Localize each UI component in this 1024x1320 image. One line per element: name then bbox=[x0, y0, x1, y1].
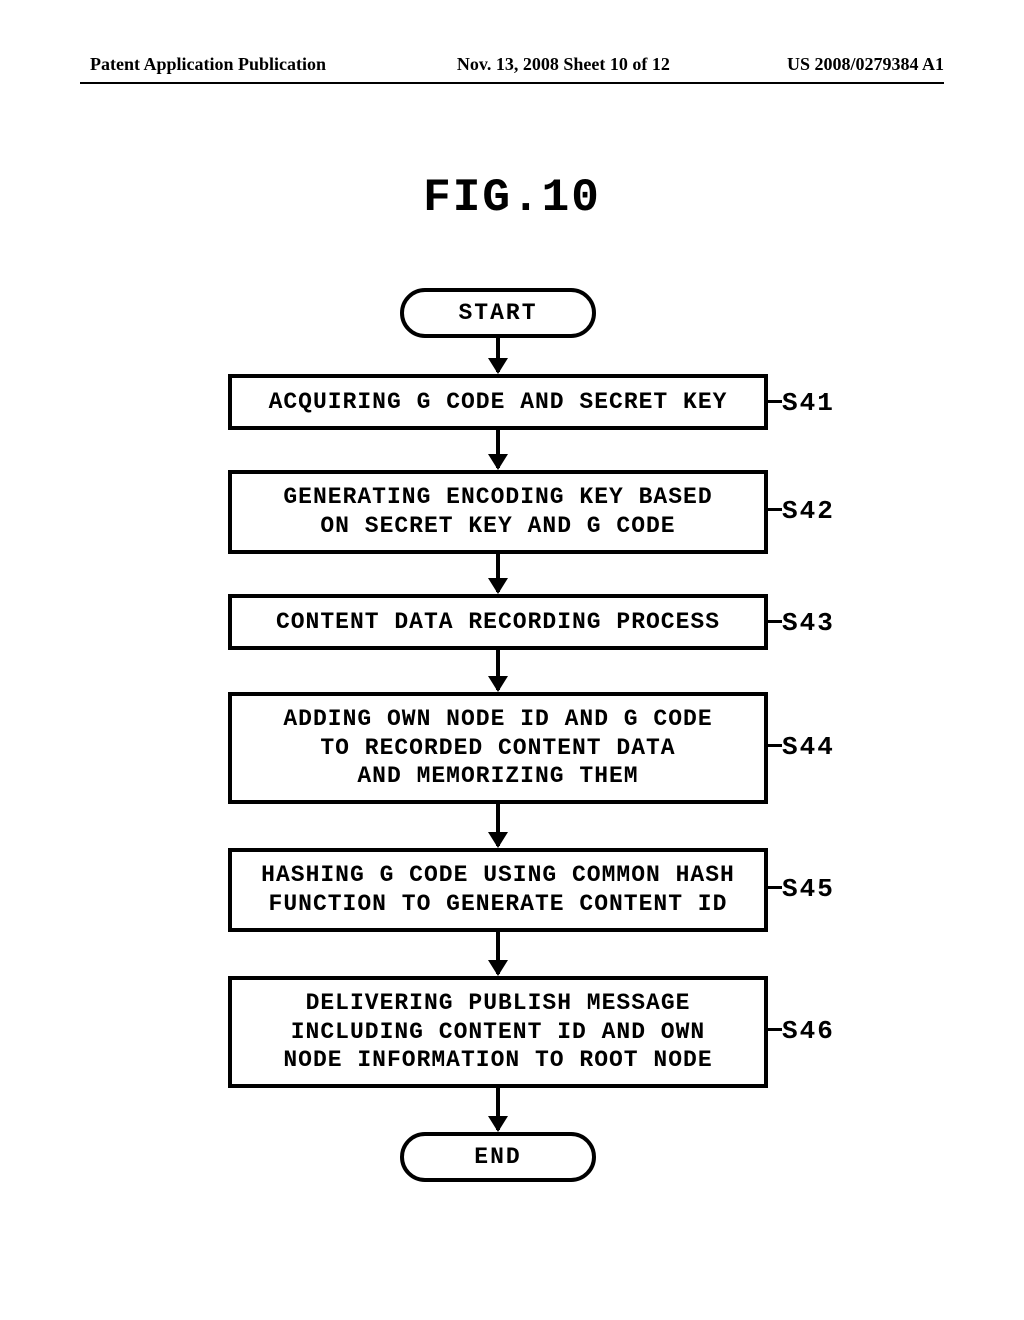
page-header: Patent Application Publication Nov. 13, … bbox=[0, 54, 1024, 75]
s42-tick bbox=[768, 508, 782, 511]
figure-title: FIG.10 bbox=[0, 172, 1024, 224]
s46-tick bbox=[768, 1028, 782, 1031]
s43-box: CONTENT DATA RECORDING PROCESS bbox=[228, 594, 768, 650]
header-mid: Nov. 13, 2008 Sheet 10 of 12 bbox=[457, 54, 787, 75]
s43-label: S43 bbox=[782, 608, 835, 638]
arrow-0 bbox=[496, 338, 500, 372]
start-terminator: START bbox=[400, 288, 596, 338]
arrow-6 bbox=[496, 1088, 500, 1130]
s45-tick bbox=[768, 886, 782, 889]
s44-box: ADDING OWN NODE ID AND G CODETO RECORDED… bbox=[228, 692, 768, 804]
s43-tick bbox=[768, 620, 782, 623]
s41-box: ACQUIRING G CODE AND SECRET KEY bbox=[228, 374, 768, 430]
end-terminator: END bbox=[400, 1132, 596, 1182]
arrow-1 bbox=[496, 430, 500, 468]
s45-box: HASHING G CODE USING COMMON HASHFUNCTION… bbox=[228, 848, 768, 932]
arrow-2 bbox=[496, 554, 500, 592]
header-left: Patent Application Publication bbox=[90, 54, 457, 75]
header-right: US 2008/0279384 A1 bbox=[787, 54, 944, 75]
s45-label: S45 bbox=[782, 874, 835, 904]
header-rule bbox=[80, 82, 944, 84]
s42-label: S42 bbox=[782, 496, 835, 526]
s42-box: GENERATING ENCODING KEY BASEDON SECRET K… bbox=[228, 470, 768, 554]
s46-box: DELIVERING PUBLISH MESSAGEINCLUDING CONT… bbox=[228, 976, 768, 1088]
s44-label: S44 bbox=[782, 732, 835, 762]
s44-tick bbox=[768, 744, 782, 747]
s46-label: S46 bbox=[782, 1016, 835, 1046]
arrow-4 bbox=[496, 804, 500, 846]
s41-label: S41 bbox=[782, 388, 835, 418]
arrow-3 bbox=[496, 650, 500, 690]
arrow-5 bbox=[496, 932, 500, 974]
s41-tick bbox=[768, 400, 782, 403]
